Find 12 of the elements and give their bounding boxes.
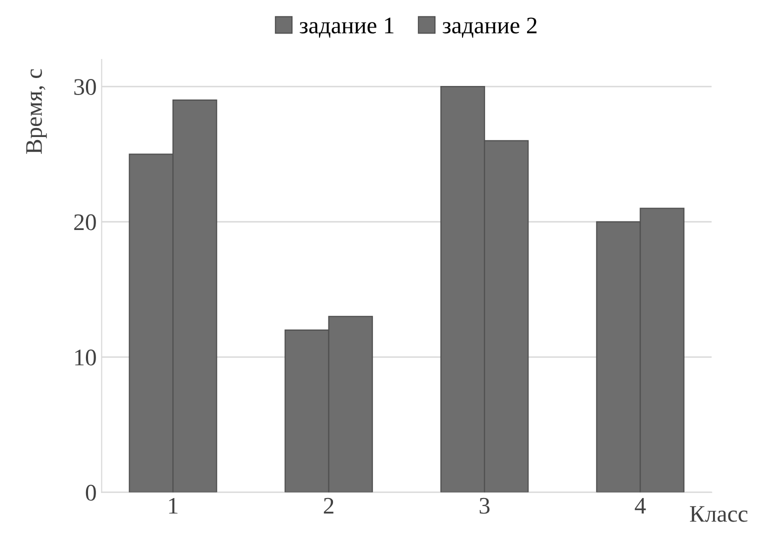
x-axis-title: Класс xyxy=(690,506,748,522)
y-tick-label: 0 xyxy=(86,484,96,501)
x-tick-label: 3 xyxy=(480,498,490,514)
y-tick-label: 10 xyxy=(75,350,96,366)
legend-label: задание 2 xyxy=(442,18,537,38)
x-tick-label: 2 xyxy=(324,498,334,514)
y-axis-title: Время, с xyxy=(26,69,47,154)
y-tick-label: 30 xyxy=(74,79,96,95)
x-tick-label: 4 xyxy=(634,498,646,514)
legend-label: задание 1 xyxy=(300,18,394,38)
y-tick-label: 20 xyxy=(74,214,96,230)
x-tick-label: 1 xyxy=(169,498,178,514)
